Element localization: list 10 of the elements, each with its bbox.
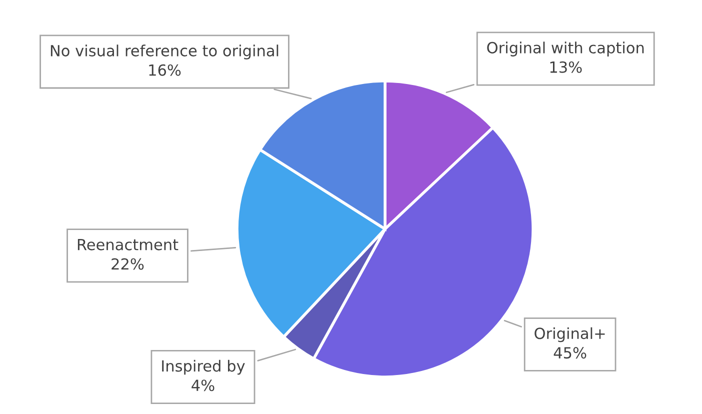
slice-label: No visual reference to original [50, 44, 278, 60]
slice-label: Original+ [534, 327, 605, 342]
data-label: 13% [550, 61, 582, 73]
slice-label: Inspired by [162, 360, 245, 375]
data-label: 16% [149, 64, 181, 76]
slice-label: Reenactment [78, 238, 178, 250]
data-label: 22% [112, 258, 144, 270]
data-label: 45% [554, 347, 586, 359]
data-label: 4% [192, 380, 214, 392]
slice-label: Original with caption [487, 42, 644, 56]
